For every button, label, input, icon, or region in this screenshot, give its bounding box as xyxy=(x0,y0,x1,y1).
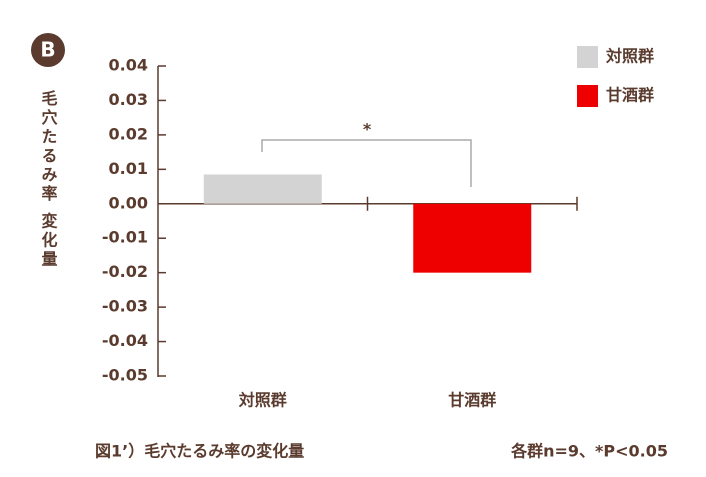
y-tick-label: 0.04 xyxy=(109,56,148,75)
legend-swatch xyxy=(577,46,598,68)
y-tick-label: -0.05 xyxy=(102,366,148,385)
x-tick-label: 対照群 xyxy=(238,391,287,410)
caption: 図1’）毛穴たるみ率の変化量 xyxy=(95,442,304,461)
y-tick-label: -0.03 xyxy=(102,297,148,316)
bar xyxy=(203,174,322,204)
annotation: * xyxy=(363,120,372,139)
y-tick-label: -0.02 xyxy=(102,262,148,281)
panel-badge xyxy=(31,33,65,67)
y-tick-label: 0.02 xyxy=(109,124,148,143)
panel-label: B xyxy=(40,38,55,62)
y-tick-label: -0.01 xyxy=(102,228,148,247)
note: 各群n=9、*P<0.05 xyxy=(510,442,668,461)
legend-label: 甘酒群 xyxy=(606,86,654,105)
y-tick-label: 0.00 xyxy=(109,193,148,212)
legend-label: 対照群 xyxy=(605,47,654,66)
y-tick-label: 0.03 xyxy=(109,90,148,109)
y-tick-label: -0.04 xyxy=(102,331,148,350)
x-tick-label: 甘酒群 xyxy=(448,391,496,410)
y-tick-label: 0.01 xyxy=(109,159,148,178)
significance-bracket xyxy=(261,139,472,187)
legend-swatch xyxy=(577,85,598,107)
y-axis-label: 毛穴たるみ率 変化量 xyxy=(39,89,58,269)
bar xyxy=(413,203,532,273)
